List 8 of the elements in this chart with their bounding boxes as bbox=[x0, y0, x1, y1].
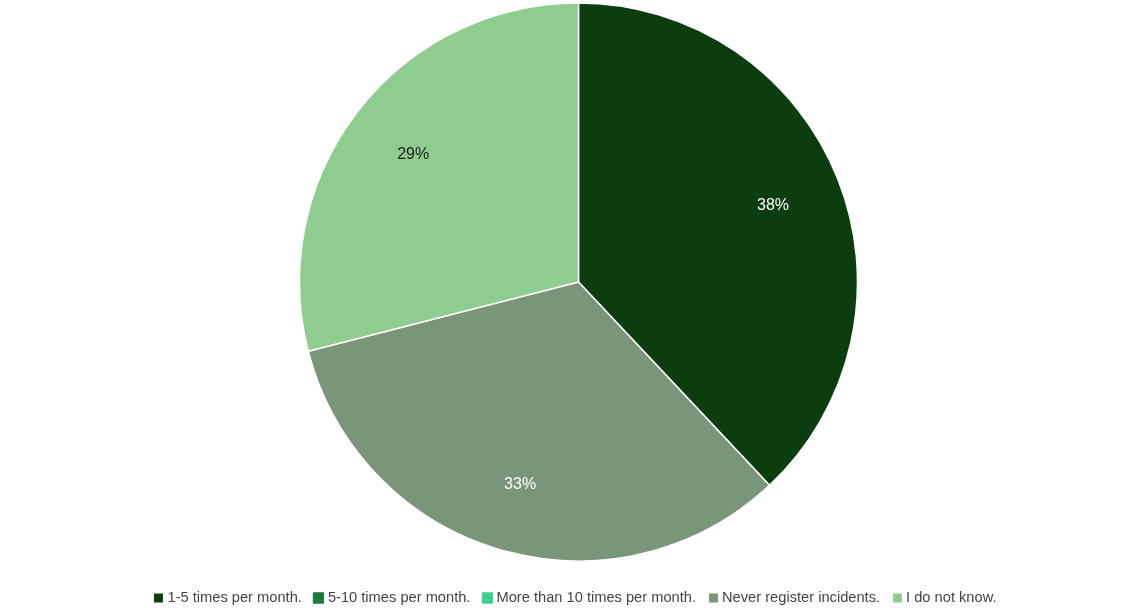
legend-label: 1-5 times per month. bbox=[167, 589, 302, 605]
legend-label: More than 10 times per month. bbox=[496, 589, 697, 605]
data-label: 29% bbox=[397, 144, 430, 162]
legend-label: 5-10 times per month. bbox=[327, 589, 471, 605]
data-label: 33% bbox=[504, 475, 537, 493]
data-label: 38% bbox=[757, 196, 790, 214]
legend-label: I do not know. bbox=[906, 589, 997, 605]
legend-label: Never register incidents. bbox=[722, 589, 881, 605]
